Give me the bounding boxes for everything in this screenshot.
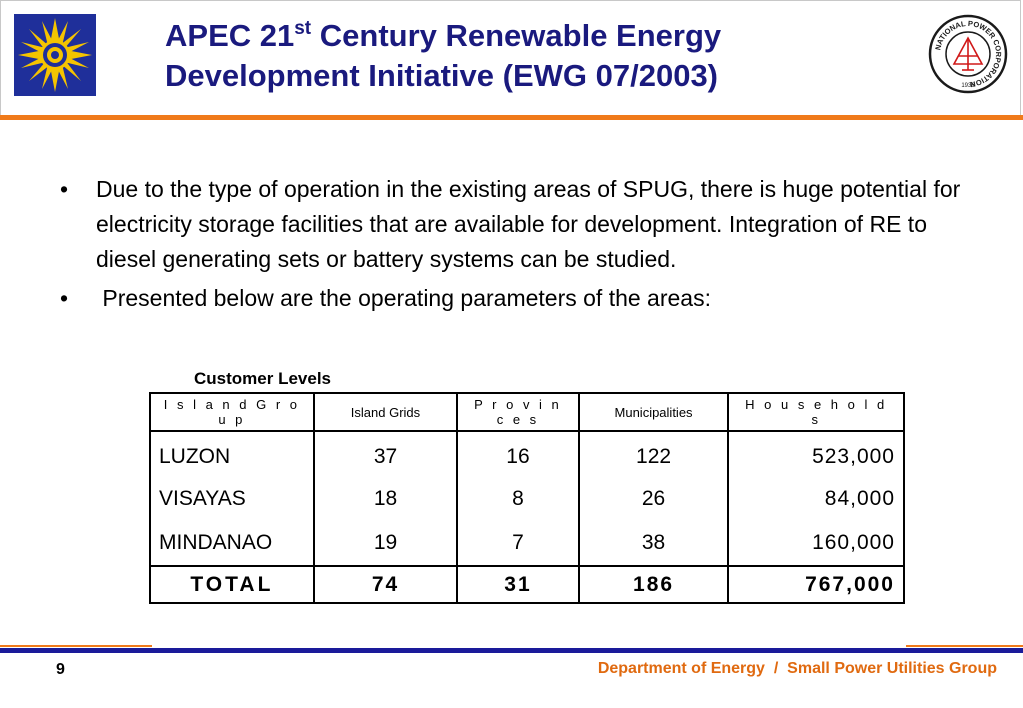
header-provinces: P r o v i n c e s [456, 392, 580, 432]
bullet-item: • Presented below are the operating para… [60, 281, 980, 316]
footer-text: Department of Energy / Small Power Utili… [597, 660, 997, 677]
total-label: TOTAL [149, 565, 315, 604]
total-municipalities: 186 [577, 565, 730, 604]
page-number: 9 [56, 661, 65, 678]
npc-seal-icon: NATIONAL POWER CORPORATION 1936 [928, 14, 1008, 94]
cell-households: 523,000 [727, 430, 905, 476]
bullet-list: • Due to the type of operation in the ex… [60, 172, 980, 320]
cell-provinces: 16 [456, 430, 580, 476]
cell-island-group: LUZON [149, 430, 315, 476]
cell-provinces: 8 [456, 476, 580, 521]
cell-households: 84,000 [727, 476, 905, 521]
cell-households: 160,000 [727, 521, 905, 566]
bullet-text: Presented below are the operating parame… [96, 285, 711, 311]
title-prefix: APEC 21 [165, 18, 295, 53]
customer-levels-table: I s l a n d G r o u p Island Grids P r o… [149, 392, 905, 604]
header-divider [0, 115, 1023, 120]
total-households: 767,000 [727, 565, 905, 604]
cell-municipalities: 26 [577, 476, 730, 521]
cell-island-group: VISAYAS [149, 476, 315, 521]
table-row: VISAYAS 18 8 26 84,000 [149, 476, 905, 521]
cell-provinces: 7 [456, 521, 580, 566]
doe-seal-icon [14, 14, 96, 96]
npc-seal-year: 1936 [961, 83, 975, 89]
page-title: APEC 21st Century Renewable Energy Devel… [165, 16, 905, 96]
cell-municipalities: 122 [577, 430, 730, 476]
cell-island-grids: 19 [312, 521, 459, 566]
bullet-text: Due to the type of operation in the exis… [96, 176, 961, 272]
footer-accent-left [0, 645, 152, 647]
header-frame [0, 0, 1021, 118]
bullet-marker: • [60, 285, 69, 311]
title-suffix: Century Renewable Energy [311, 18, 722, 53]
total-island-grids: 74 [312, 565, 459, 604]
cell-island-grids: 37 [312, 430, 459, 476]
table-header-row: I s l a n d G r o u p Island Grids P r o… [149, 392, 905, 432]
bullet-marker: • [60, 176, 69, 202]
header-households: H o u s e h o l d s [727, 392, 905, 432]
table-row: LUZON 37 16 122 523,000 [149, 430, 905, 476]
title-line-1: APEC 21st Century Renewable Energy [165, 16, 905, 56]
header-municipalities: Municipalities [577, 392, 730, 432]
cell-municipalities: 38 [577, 521, 730, 566]
table-caption: Customer Levels [194, 369, 331, 388]
header-island-group: I s l a n d G r o u p [149, 392, 315, 432]
table-row: MINDANAO 19 7 38 160,000 [149, 521, 905, 566]
footer-divider [0, 648, 1023, 653]
cell-island-group: MINDANAO [149, 521, 315, 566]
header-island-grids: Island Grids [312, 392, 459, 432]
title-superscript: st [294, 18, 312, 39]
cell-island-grids: 18 [312, 476, 459, 521]
table-total-row: TOTAL 74 31 186 767,000 [149, 565, 905, 604]
bullet-item: • Due to the type of operation in the ex… [60, 172, 980, 277]
total-provinces: 31 [456, 565, 580, 604]
footer-accent-right [906, 645, 1023, 647]
title-line-2: Development Initiative (EWG 07/2003) [165, 58, 719, 93]
